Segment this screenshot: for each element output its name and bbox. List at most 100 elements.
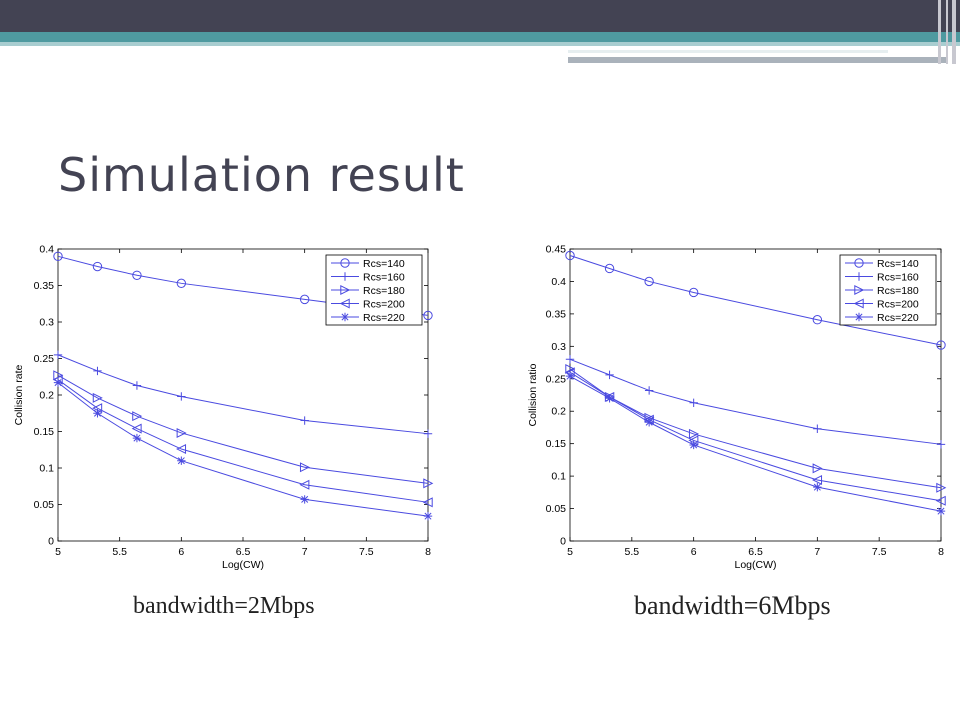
- legend-marker: [340, 284, 351, 296]
- y-tick-label: 0.1: [551, 471, 566, 483]
- data-point: [644, 418, 654, 427]
- legend-label: Rcs=180: [363, 285, 405, 297]
- header-decor-line: [952, 0, 956, 64]
- data-point: [688, 428, 699, 439]
- data-point: [813, 482, 822, 492]
- legend-marker: [340, 312, 350, 322]
- y-tick-label: 0.05: [546, 503, 567, 515]
- legend-marker: [340, 272, 350, 281]
- header-bar: [0, 0, 960, 32]
- data-point: [423, 429, 433, 438]
- data-point: [176, 427, 187, 438]
- legend-label: Rcs=160: [877, 271, 919, 283]
- data-point: [176, 444, 187, 455]
- series-line: [569, 358, 942, 445]
- legend-label: Rcs=160: [363, 271, 405, 283]
- legend-label: Rcs=200: [363, 298, 405, 310]
- x-tick-label: 7: [302, 546, 308, 558]
- header-accent-band-light: [0, 42, 960, 46]
- header-accent-band: [0, 32, 960, 42]
- data-point: [92, 261, 103, 272]
- legend-label: Rcs=140: [877, 258, 919, 270]
- y-tick-label: 0.25: [34, 353, 55, 365]
- y-tick-label: 0.35: [546, 308, 567, 320]
- x-tick-label: 6: [178, 546, 184, 558]
- y-tick-label: 0.2: [551, 406, 566, 418]
- data-point: [644, 276, 654, 287]
- data-point: [605, 394, 614, 403]
- legend-marker: [854, 312, 864, 322]
- data-point: [132, 411, 143, 422]
- data-point: [812, 474, 823, 486]
- data-point: [92, 392, 103, 403]
- data-point: [935, 495, 946, 506]
- x-axis-label: Log(CW): [734, 559, 776, 571]
- data-point: [53, 251, 63, 261]
- header-decor-line: [938, 0, 941, 64]
- chart-plot-group: 5 5.5 6 6.5 7 7.5 8 0 0.05 0.1 0.15 0.2 0.25 0.3 0.35 0…: [527, 244, 947, 571]
- y-tick-label: 0.3: [551, 341, 566, 353]
- series-line: [569, 375, 942, 512]
- chart-caption-2mbps: bandwidth=2Mbps: [133, 593, 315, 619]
- legend-marker: [853, 298, 864, 309]
- data-point: [176, 278, 187, 289]
- chart-caption-6mbps: bandwidth=6Mbps: [634, 591, 831, 620]
- y-tick-label: 0.45: [546, 244, 567, 256]
- x-tick-label: 5.5: [112, 546, 127, 558]
- data-point: [688, 287, 699, 298]
- series-line: [57, 255, 429, 316]
- data-point: [177, 456, 186, 465]
- series-line: [57, 354, 429, 435]
- y-tick-label: 0: [48, 536, 54, 548]
- y-tick-label: 0.3: [39, 317, 54, 329]
- legend-marker: [340, 258, 350, 268]
- y-tick-label: 0.25: [546, 373, 567, 385]
- data-point: [813, 424, 822, 433]
- data-point: [565, 250, 575, 261]
- data-point: [300, 495, 309, 504]
- data-point: [565, 364, 576, 375]
- series-line: [569, 255, 942, 346]
- data-point: [936, 482, 947, 493]
- data-point: [644, 386, 654, 395]
- y-axis-label: Collision ratio: [527, 363, 539, 426]
- y-axis-label: Collision rate: [13, 364, 25, 425]
- data-point: [936, 340, 946, 350]
- x-tick-label: 6.5: [236, 546, 251, 558]
- data-point: [689, 440, 698, 450]
- x-tick-label: 7: [814, 546, 820, 558]
- data-point: [812, 463, 823, 474]
- data-point: [93, 409, 102, 418]
- y-tick-label: 0.15: [546, 438, 567, 450]
- x-axis-label: Log(CW): [222, 559, 264, 571]
- x-tick-label: 6.5: [748, 546, 763, 558]
- data-point: [131, 423, 142, 434]
- legend-label: Rcs=220: [363, 312, 405, 324]
- y-tick-label: 0.05: [34, 499, 55, 511]
- x-tick-label: 5: [567, 546, 573, 558]
- data-point: [604, 263, 615, 274]
- data-point: [299, 294, 310, 305]
- data-point: [422, 497, 433, 508]
- data-point: [936, 440, 946, 449]
- legend-label: Rcs=220: [877, 312, 919, 324]
- header-decor-line: [568, 50, 888, 53]
- header-decor-line: [946, 0, 948, 64]
- series-line: [569, 371, 942, 502]
- slide-title: Simulation result: [58, 148, 465, 202]
- data-point: [423, 511, 433, 521]
- legend-label: Rcs=200: [877, 298, 919, 310]
- x-tick-label: 8: [938, 546, 944, 558]
- data-point: [299, 462, 310, 473]
- y-tick-label: 0.4: [39, 244, 54, 256]
- y-tick-label: 0.1: [39, 463, 54, 475]
- x-tick-label: 6: [691, 546, 697, 558]
- collision-ratio-chart-6mbps: 5 5.5 6 6.5 7 7.5 8 0 0.05 0.1 0.15 0.2 0.25 0.3 0.35 0…: [527, 244, 947, 571]
- y-tick-label: 0.35: [34, 280, 55, 292]
- chart-plot-group: 5 5.5 6 6.5 7 7.5 8 0 0.05 0.1 0.15 0.2 0.25 0.3 0.35 0…: [13, 244, 434, 571]
- data-point: [93, 366, 102, 376]
- x-tick-label: 5: [55, 546, 61, 558]
- data-point: [300, 416, 309, 425]
- y-tick-label: 0.4: [551, 276, 566, 288]
